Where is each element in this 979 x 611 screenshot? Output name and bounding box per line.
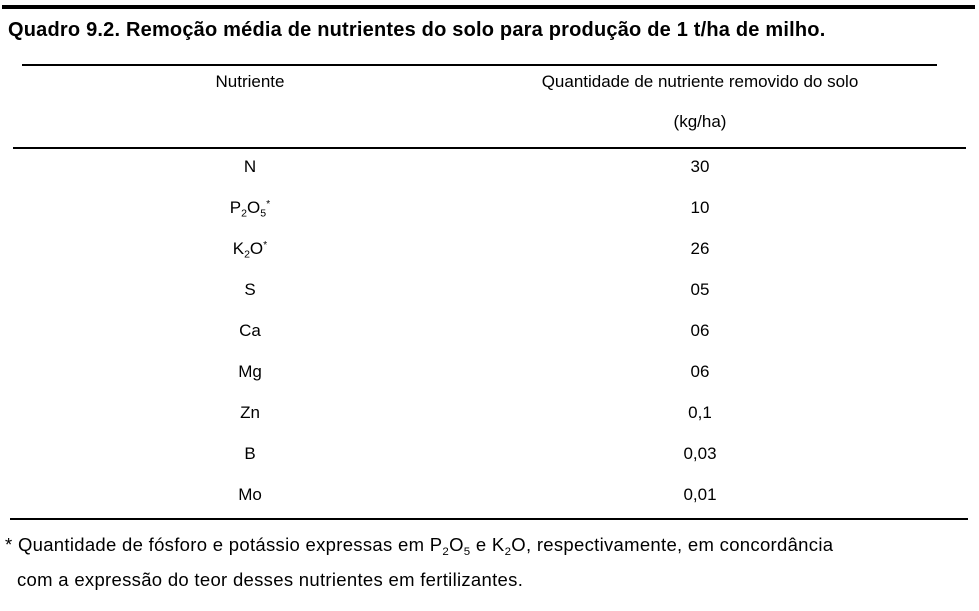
footnote: * Quantidade de fósforo e potássio expre…: [5, 527, 973, 597]
table-row: Zn 0,1: [0, 392, 979, 433]
table-row: N 30: [0, 146, 979, 187]
table-row: Mo 0,01: [0, 474, 979, 515]
footnote-line-2: com a expressão do teor desses nutriente…: [17, 569, 524, 590]
nutrient-cell: P2O5*: [229, 197, 271, 220]
nutrient-cell: Zn: [240, 402, 260, 422]
table-row: K2O* 26: [0, 228, 979, 269]
header-top-rule: [22, 64, 937, 66]
nutrient-cell: N: [243, 156, 257, 176]
nutrient-cell: Mg: [238, 361, 262, 381]
column-header-quantity-line1: Quantidade de nutriente removido do solo: [541, 72, 859, 91]
value-cell: 05: [690, 279, 710, 299]
table-bottom-rule: [10, 518, 968, 520]
footnote-line-1: * Quantidade de fósforo e potássio expre…: [5, 534, 834, 558]
value-cell: 0,1: [688, 402, 712, 422]
table-row: P2O5* 10: [0, 187, 979, 228]
nutrient-cell: Ca: [239, 320, 261, 340]
value-cell: 0,03: [683, 443, 717, 463]
table-row: Mg 06: [0, 351, 979, 392]
column-header-nutrient: Nutriente: [215, 72, 285, 91]
nutrient-cell: K2O*: [232, 238, 268, 261]
value-cell: 30: [690, 156, 710, 176]
value-cell: 10: [690, 197, 710, 217]
top-rule: [2, 5, 975, 9]
value-cell: 06: [690, 320, 710, 340]
nutrient-cell: B: [244, 443, 256, 463]
value-cell: 06: [690, 361, 710, 381]
value-cell: 0,01: [683, 484, 717, 504]
column-header-quantity-unit: (kg/ha): [673, 112, 727, 131]
table-row: B 0,03: [0, 433, 979, 474]
header-bottom-rule: [13, 147, 966, 149]
table-caption: Quadro 9.2. Remoção média de nutrientes …: [8, 19, 826, 41]
table-body: N 30 P2O5* 10 K2O* 26 S 05 Ca 06 Mg 06 Z…: [0, 146, 979, 515]
value-cell: 26: [690, 238, 710, 258]
nutrient-cell: Mo: [238, 484, 262, 504]
table-row: Ca 06: [0, 310, 979, 351]
table-row: S 05: [0, 269, 979, 310]
nutrient-cell: S: [244, 279, 256, 299]
